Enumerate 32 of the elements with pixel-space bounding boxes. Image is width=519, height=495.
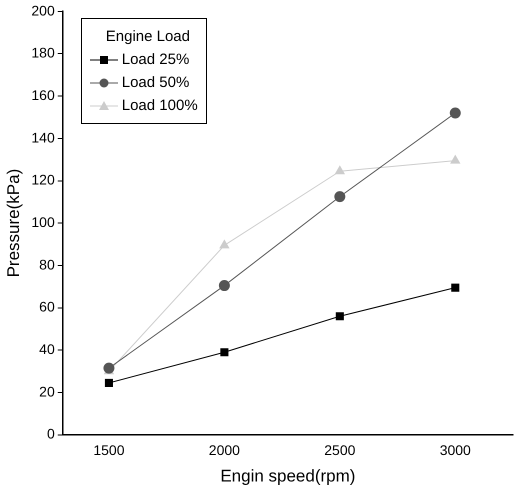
legend-title: Engine Load — [104, 27, 191, 48]
y-tick-label: 20 — [39, 383, 55, 400]
x-tick-label: 2500 — [324, 442, 356, 458]
point — [450, 155, 460, 164]
y-tick-label: 0 — [46, 426, 55, 442]
x-tick-label: 2000 — [208, 442, 240, 458]
x-axis-title: Engin speed(rpm) — [220, 466, 356, 486]
y-tick-label: 40 — [39, 340, 55, 357]
y-axis-title: Pressure(kPa) — [4, 168, 23, 278]
legend-label: Load 100% — [122, 96, 198, 116]
point — [335, 166, 345, 174]
point — [450, 108, 461, 119]
point — [451, 284, 460, 292]
y-tick-label: 60 — [39, 298, 55, 315]
point — [336, 312, 344, 320]
y-tick-label: 100 — [31, 214, 55, 230]
x-tick-label: 3000 — [440, 442, 472, 458]
point — [220, 348, 228, 356]
point — [334, 191, 346, 202]
y-tick-label: 80 — [39, 256, 55, 272]
y-tick-label: 200 — [31, 2, 55, 18]
y-tick-label: 140 — [31, 129, 55, 146]
point — [104, 378, 113, 387]
point — [103, 362, 114, 374]
legend-label: Load 50% — [122, 73, 190, 94]
point — [218, 280, 230, 292]
x-tick-label: 1500 — [93, 442, 125, 458]
y-tick-label: 180 — [31, 44, 55, 61]
y-tick-label: 120 — [31, 172, 55, 188]
point — [220, 240, 230, 248]
y-tick-label: 160 — [31, 86, 55, 103]
legend-label: Load 25% — [122, 50, 190, 70]
